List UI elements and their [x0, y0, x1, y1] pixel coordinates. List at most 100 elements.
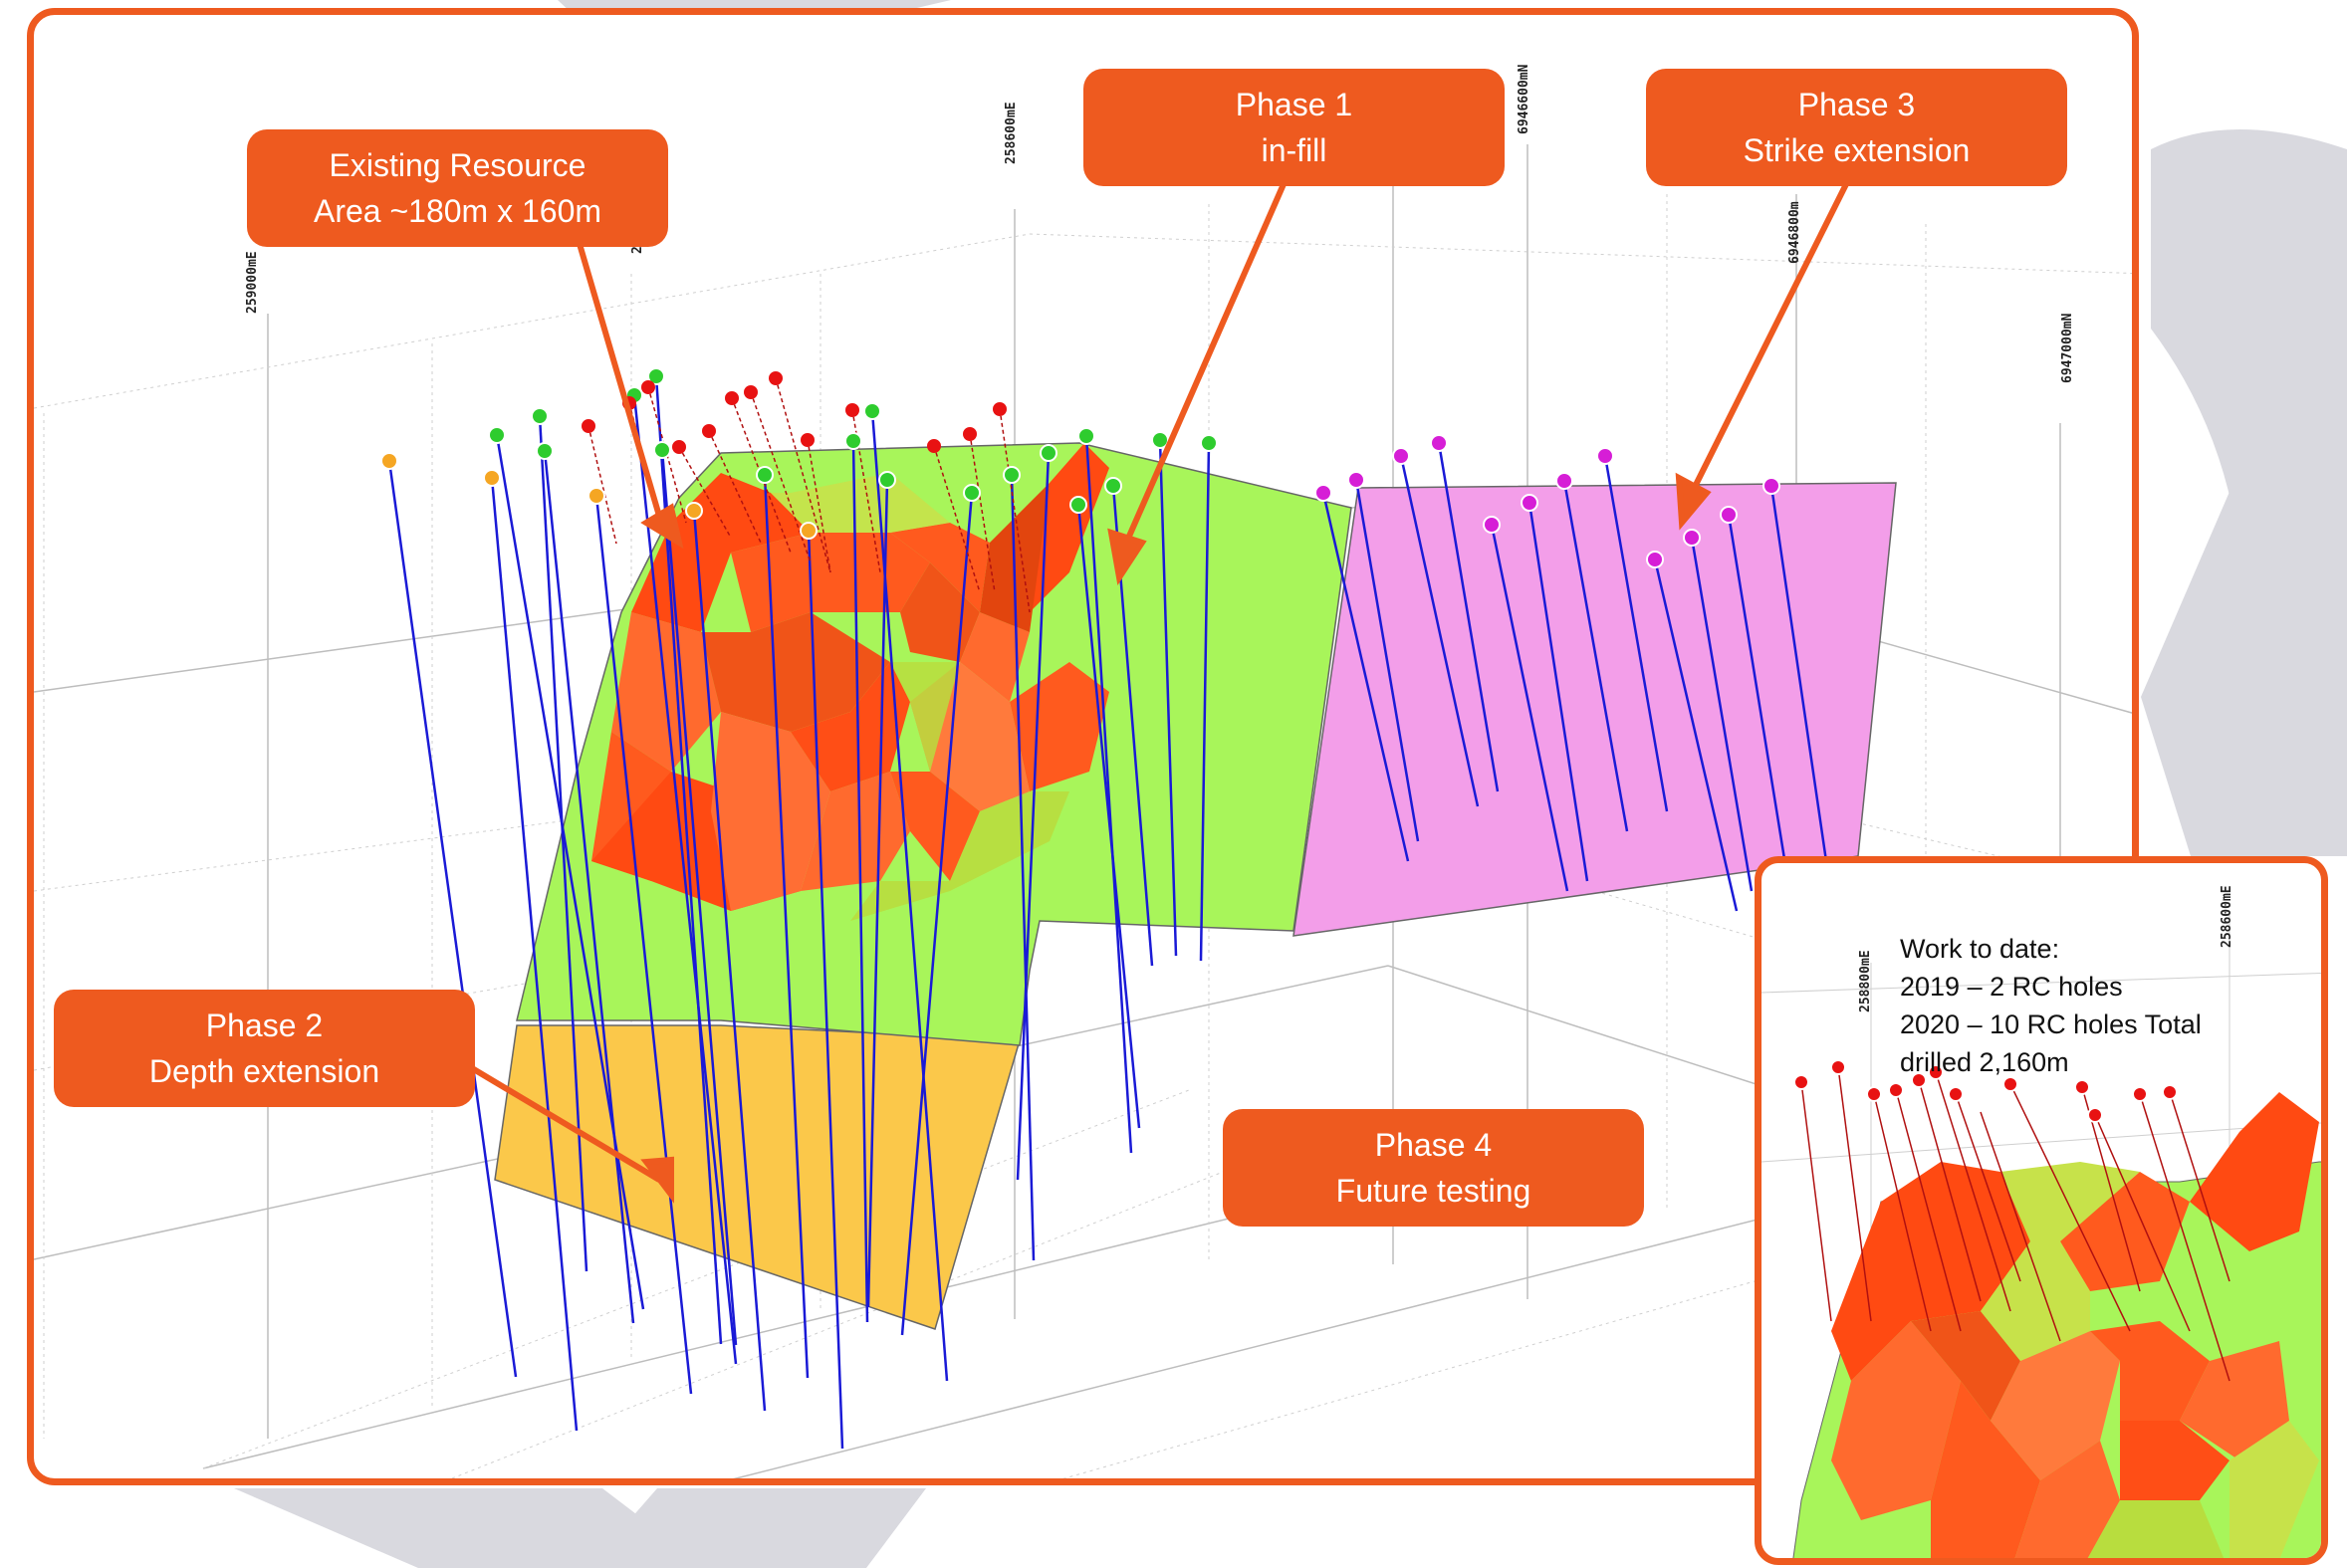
work-to-date-line3: 2020 – 10 RC holes Total: [1900, 1009, 2202, 1039]
drillhole-trace: [807, 439, 831, 573]
drillhole-trace: [692, 510, 767, 1412]
work-to-date-note: Work to date: 2019 – 2 RC holes 2020 – 1…: [1900, 930, 2202, 1081]
drillhole-trace: [543, 450, 635, 1324]
work-to-date-line4: drilled 2,160m: [1900, 1047, 2069, 1077]
drillhole-trace: [775, 377, 831, 573]
grid-label-6946600mN: 6946600mN: [1517, 64, 1531, 134]
drillhole-trace: [1527, 502, 1589, 882]
drillhole-collar-icon: [1040, 444, 1057, 462]
drillhole-collar-icon: [927, 439, 941, 453]
drillhole-collar-icon: [1521, 494, 1538, 512]
drillhole-trace: [999, 408, 1031, 613]
drillhole-collar-icon: [536, 442, 554, 460]
callout-phase4-subtitle: Future testing: [1335, 1173, 1531, 1209]
callout-existing-resource: Existing Resource Area ~180m x 160m: [247, 129, 668, 247]
drillhole-collar-icon: [844, 432, 862, 450]
drillhole-collar-icon: [963, 427, 977, 441]
drillhole-collar-icon: [1555, 472, 1573, 490]
drillhole-trace: [1769, 485, 1828, 862]
drillhole-trace: [495, 434, 645, 1310]
drillhole-collar-icon: [878, 471, 896, 489]
phase2-depth-extension-surface: [494, 1024, 1021, 1330]
drillhole-collars: [380, 367, 1780, 568]
drillhole-collar-icon: [1347, 471, 1365, 489]
drillhole-collar-icon: [756, 466, 774, 484]
drillhole-trace: [1727, 514, 1788, 872]
drillhole-collar-icon: [1077, 427, 1095, 445]
work-to-date-line1: Work to date:: [1900, 934, 2060, 964]
drillhole-collar-icon: [1762, 477, 1780, 495]
callout-phase1: Phase 1 in-fill: [1083, 69, 1505, 186]
drillhole-collar-icon: [800, 522, 818, 540]
drillhole-collar-icon: [582, 419, 595, 433]
drillhole-trace: [632, 394, 738, 1365]
callout-phase3-subtitle: Strike extension: [1743, 132, 1971, 168]
drillhole-trace: [1690, 537, 1754, 892]
callout-phase1-title: Phase 1: [1235, 87, 1353, 122]
drillhole-trace: [660, 449, 738, 1346]
inset-3d-view: 258800mE 258600mE: [1761, 885, 2321, 1558]
drillhole-trace: [1490, 524, 1569, 892]
drillhole-collar-icon: [1646, 551, 1664, 568]
drillhole-trace: [933, 445, 981, 593]
drillhole-trace: [594, 495, 693, 1395]
grid-label-partial: 2: [630, 246, 645, 254]
drillhole-trace: [1076, 504, 1141, 1129]
drillhole-trace: [1399, 455, 1480, 807]
grid-label-258600mE: 258600mE: [1004, 102, 1019, 164]
drillhole-collar-icon: [672, 440, 686, 454]
callout-phase2-title: Phase 2: [205, 1008, 324, 1043]
drillhole-trace: [1437, 442, 1500, 792]
drillhole-collar-icon: [1430, 434, 1448, 452]
drilling-3d-diagram: 259000mE 258600mE 6946600mN 6946800m 694…: [34, 64, 2132, 1478]
drillhole-trace: [1158, 439, 1178, 957]
drillhole-trace: [587, 425, 617, 545]
callout-existing-resource-line2: Area ~180m x 160m: [313, 193, 602, 229]
drillhole-trace: [969, 433, 996, 593]
inset-work-to-date-panel: 258800mE 258600mE: [1755, 856, 2328, 1565]
inset-grid-label-258600mE: 258600mE: [2220, 885, 2234, 948]
grid-label-6947000mN: 6947000mN: [2060, 313, 2075, 383]
drillhole-trace: [807, 530, 844, 1450]
callout-arrows: [465, 182, 1849, 1204]
drillhole-trace: [750, 391, 812, 563]
drillhole-collar-icon: [685, 502, 703, 520]
drillhole-collar-icon: [1683, 529, 1701, 547]
drillhole-collar-icon: [863, 402, 881, 420]
inset-grid-label-258800mE: 258800mE: [1858, 950, 1873, 1012]
drillhole-collar-icon: [587, 487, 605, 505]
callout-phase3-title: Phase 3: [1797, 87, 1916, 122]
callout-phase4-title: Phase 4: [1374, 1127, 1493, 1163]
drillhole-trace: [763, 474, 810, 1379]
drillhole-collar-icon: [744, 385, 758, 399]
drillhole-trace: [1354, 479, 1420, 842]
drillhole-trace: [1562, 480, 1629, 832]
drillhole-collar-icon: [801, 433, 815, 447]
drillhole-trace: [1010, 474, 1036, 1261]
drillhole-collar-icon: [653, 441, 671, 459]
drillhole-collar-icon: [963, 484, 981, 502]
drillhole-trace: [490, 477, 579, 1432]
grid-label-259000mE: 259000mE: [245, 251, 260, 314]
drillhole-collar-icon: [1483, 516, 1501, 534]
drillhole-collar-icon: [1069, 496, 1087, 514]
drillhole-trace: [866, 479, 889, 1308]
callout-existing-resource-line1: Existing Resource: [329, 147, 587, 183]
drillhole-collar-icon: [993, 402, 1007, 416]
drillhole-collar-icon: [1314, 484, 1332, 502]
drillhole-collar-icon: [647, 367, 665, 385]
drillhole-collar-icon: [725, 391, 739, 405]
drillhole-collar-icon: [483, 469, 501, 487]
drillhole-collar-icon: [1104, 477, 1122, 495]
drillhole-trace: [1321, 492, 1410, 862]
drillhole-trace: [1016, 452, 1051, 1181]
callout-phase2-subtitle: Depth extension: [148, 1053, 380, 1089]
callout-phase2: Phase 2 Depth extension: [54, 990, 475, 1107]
drillhole-trace: [1653, 559, 1739, 912]
drillhole-collar-icon: [1151, 431, 1169, 449]
drillhole-collar-icon: [1200, 434, 1218, 452]
drillhole-collar-icon: [1596, 447, 1614, 465]
drillhole-trace: [387, 460, 518, 1378]
drillhole-trace: [1199, 442, 1211, 962]
drillhole-trace: [678, 446, 732, 539]
